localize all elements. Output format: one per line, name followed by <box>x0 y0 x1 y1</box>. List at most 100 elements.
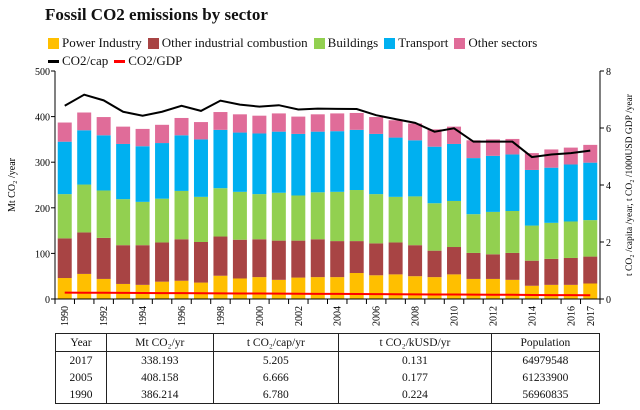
bar-segment-transport <box>310 131 325 193</box>
legend-label: Other industrial combustion <box>161 35 308 50</box>
bar-segment-buildings <box>563 221 578 258</box>
legend-sectors: Power Industry Other industrial combusti… <box>48 35 537 51</box>
x-tick-label: 2002 <box>294 306 305 326</box>
bar-segment-other-sectors <box>77 112 92 131</box>
bar-segment-transport <box>96 135 111 191</box>
bar-segment-transport <box>524 169 539 226</box>
x-tick-label: 2016 <box>566 306 577 326</box>
bar-segment-other-industrial-combustion <box>77 232 92 274</box>
table-cell: 64979548 <box>490 351 601 369</box>
bar-segment-buildings <box>427 203 442 251</box>
bar-segment-transport <box>291 133 306 196</box>
legend-item-transport: Transport <box>384 35 448 51</box>
x-tick-label: 2017 <box>586 306 597 326</box>
bar-segment-buildings <box>388 196 403 243</box>
legend-item-other-industrial: Other industrial combustion <box>147 35 308 51</box>
bar-segment-transport <box>213 129 228 189</box>
bar-segment-buildings <box>310 192 325 240</box>
bar-segment-buildings <box>116 199 131 246</box>
bar-segment-other-industrial-combustion <box>583 256 598 284</box>
bar-segment-transport <box>544 167 559 223</box>
bar-segment-other-industrial-combustion <box>563 257 578 285</box>
table-cell: 386.214 <box>106 386 214 404</box>
bar-segment-transport <box>135 146 150 202</box>
bar-segment-other-industrial-combustion <box>330 241 345 278</box>
x-tick-label: 1992 <box>99 306 110 326</box>
bar-segment-buildings <box>485 211 500 255</box>
y-axis-label: Mt CO₂ /year <box>7 157 18 212</box>
legend-swatch <box>147 37 159 49</box>
bar-segment-buildings <box>57 194 72 239</box>
bar-segment-buildings <box>466 214 481 253</box>
bar-segment-buildings <box>505 210 520 253</box>
bar-segment-other-industrial-combustion <box>505 252 520 280</box>
bar-segment-power-industry <box>388 274 403 299</box>
bar-segment-power-industry <box>310 277 325 299</box>
y-tick-label: 300 <box>35 158 50 169</box>
bar-segment-power-industry <box>252 277 267 299</box>
y2-tick-label: 2 <box>606 238 611 249</box>
legend-item-power-industry: Power Industry <box>48 35 142 51</box>
bar-segment-power-industry <box>96 278 111 299</box>
bar-segment-power-industry <box>135 284 150 299</box>
bar-segment-power-industry <box>330 277 345 299</box>
x-tick-label: 1990 <box>60 306 71 326</box>
bar-segment-power-industry <box>544 284 559 299</box>
bar-segment-other-industrial-combustion <box>252 239 267 278</box>
bar-segment-other-sectors <box>252 115 267 134</box>
table-cell: 0.177 <box>338 369 492 386</box>
legend-line-swatch <box>114 59 126 63</box>
legend-item-co2-cap: CO2/cap <box>48 53 108 69</box>
legend-item-buildings: Buildings <box>313 35 378 51</box>
bar-segment-power-industry <box>271 279 286 299</box>
bar-segment-transport <box>232 132 247 192</box>
bar-segment-transport <box>193 139 208 197</box>
bar-segment-buildings <box>271 192 286 241</box>
y-tick-label: 200 <box>35 204 50 215</box>
table-cell: 0.131 <box>338 351 492 369</box>
bar-segment-other-industrial-combustion <box>447 247 462 275</box>
legend-lines: CO2/cap CO2/GDP <box>48 53 182 69</box>
bar-segment-other-sectors <box>349 112 364 130</box>
bar-segment-other-industrial-combustion <box>349 241 364 274</box>
bar-segment-other-sectors <box>271 113 286 132</box>
x-tick-label: 2010 <box>450 306 461 326</box>
table-row: 2017 338.193 5.205 0.131 64979548 <box>54 351 601 369</box>
bar-segment-transport <box>369 133 384 195</box>
bar-segment-buildings <box>524 225 539 261</box>
bar-segment-transport <box>466 158 481 215</box>
bar-segment-other-industrial-combustion <box>271 240 286 280</box>
bar-segment-other-industrial-combustion <box>291 240 306 278</box>
bar-segment-power-industry <box>466 278 481 299</box>
bar-segment-transport <box>57 141 72 195</box>
bar-segment-other-sectors <box>174 117 189 136</box>
legend-swatch <box>313 37 325 49</box>
bar-segment-buildings <box>193 196 208 242</box>
bar-segment-transport <box>349 129 364 191</box>
legend-swatch <box>48 37 59 49</box>
x-tick-label: 2008 <box>411 306 422 326</box>
bar-segment-power-industry <box>369 275 384 299</box>
bar-segment-buildings <box>77 184 92 233</box>
bar-segment-power-industry <box>174 280 189 299</box>
bar-segment-buildings <box>232 191 247 240</box>
bar-segment-power-industry <box>155 281 170 299</box>
bar-segment-buildings <box>349 190 364 242</box>
bar-segment-other-industrial-combustion <box>174 239 189 281</box>
x-tick-label: 2000 <box>255 306 266 326</box>
bar-segment-other-industrial-combustion <box>369 243 384 276</box>
table-cell: 61233900 <box>490 369 601 386</box>
bar-segment-power-industry <box>193 282 208 299</box>
bar-segment-transport <box>505 154 520 211</box>
legend-item-other-sectors: Other sectors <box>454 35 537 51</box>
bar-segment-other-sectors <box>388 120 403 138</box>
bar-segment-other-industrial-combustion <box>408 245 423 277</box>
legend-swatch <box>454 37 466 49</box>
bar-segment-buildings <box>369 194 384 244</box>
legend-label: CO2/cap <box>62 53 109 68</box>
bar-segment-buildings <box>583 220 598 257</box>
bar-segment-transport <box>330 131 345 192</box>
bar-segment-buildings <box>291 195 306 241</box>
table-cell: 2017 <box>54 351 108 369</box>
table-cell: 2005 <box>54 369 108 386</box>
